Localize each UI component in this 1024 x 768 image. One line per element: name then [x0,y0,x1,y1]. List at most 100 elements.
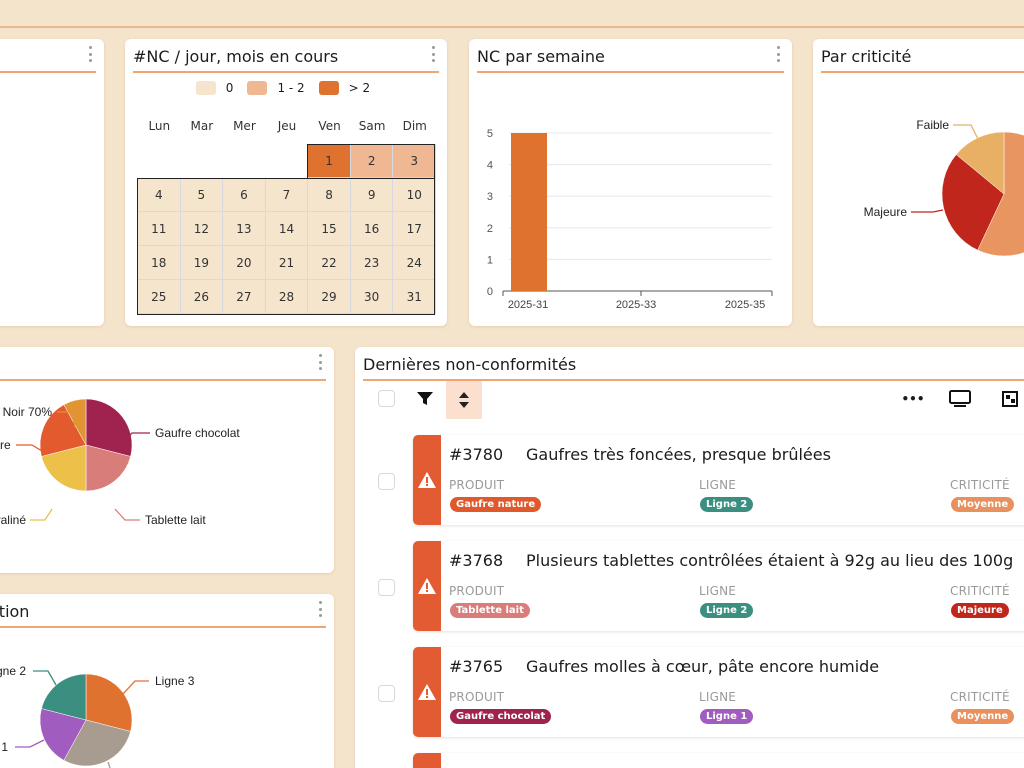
calendar-legend: 0 1 - 2 > 2 [125,81,447,95]
calendar-day[interactable]: 23 [350,246,394,280]
nc-id: #3780 [449,445,504,464]
calendar-day[interactable]: 21 [265,246,309,280]
pie-slice[interactable] [63,398,87,446]
sort-icon[interactable] [446,381,482,419]
calendar-day[interactable]: 19 [180,246,224,280]
line-tag: Ligne 2 [700,497,754,512]
filter-icon[interactable] [413,387,437,411]
nc-list-item[interactable]: #3765 Gaufres molles à cœur, pâte encore… [413,647,1024,737]
calendar-day[interactable]: 10 [393,178,436,212]
card-menu-icon[interactable] [774,46,782,62]
card-menu-icon[interactable] [316,601,324,617]
calendar-day[interactable]: 17 [393,212,436,246]
pie-slice[interactable] [41,444,87,492]
bar[interactable] [511,133,547,291]
product-chart-card: Noir 70% Gaufre chocolat re Tablette lait ra… [0,347,334,573]
calendar-day[interactable]: 24 [393,246,436,280]
pie-slice[interactable] [63,719,131,767]
pie-slice[interactable] [41,673,87,721]
nc-title: Plusieurs tablettes contrôlées étaient à… [526,551,1014,570]
calendar-day[interactable]: 5 [180,178,224,212]
card-header: NC par semaine [477,39,784,73]
calendar-day[interactable]: 12 [180,212,224,246]
nc-title: Gaufres molles à cœur, pâte encore humid… [526,657,880,676]
pie-slice[interactable] [941,154,1005,251]
line-tag: Ligne 1 [700,709,754,724]
calendar-day[interactable]: 30 [350,280,394,314]
calendar-day[interactable]: 9 [350,178,394,212]
criticity-label: CRITICITÉ [950,690,1010,704]
calendar-day[interactable]: 4 [138,178,181,212]
weekday-label: Ven [318,119,341,133]
calendar-grid: 1 2 3 4 5 6 7 8 9 10 11 12 13 14 15 16 17 18 19 20 21 22 23 24 2… [138,144,436,314]
legend-item[interactable]: 0 [195,81,234,95]
calendar-day[interactable]: 1 [308,144,351,178]
calendar-day[interactable]: 31 [393,280,436,314]
nc-list-item-partial[interactable] [413,753,1024,768]
y-tick-label: 5 [487,128,493,140]
row-checkbox[interactable] [378,473,395,490]
calendar-day[interactable]: 25 [138,280,181,314]
pie-slice[interactable] [39,708,87,761]
monitor-icon[interactable] [948,387,972,411]
line-label: LIGNE [699,478,737,492]
calendar-day[interactable]: 14 [265,212,309,246]
pie-label: 1 [1,740,8,754]
calendar-day[interactable]: 27 [223,280,266,314]
legend-item[interactable]: 1 - 2 [247,81,305,95]
calendar-day[interactable]: 15 [308,212,351,246]
legend-item[interactable]: > 2 [318,81,371,95]
calendar-day[interactable]: 20 [223,246,266,280]
calendar-day[interactable]: 6 [223,178,266,212]
pie-slice[interactable] [39,404,87,457]
more-options-icon[interactable]: ••• [901,392,925,406]
calendar-day[interactable]: 13 [223,212,266,246]
pie-slice[interactable] [85,398,133,457]
calendar-day[interactable]: 2 [350,144,394,178]
legend-label: 0 [225,81,234,95]
product-pie-chart: Noir 70% Gaufre chocolat re Tablette lait ra… [0,398,240,527]
card-menu-icon[interactable] [316,354,324,370]
pie-slice[interactable] [85,673,133,732]
card-header: s [0,39,96,73]
x-tick-label: 2025-35 [725,299,765,311]
warning-icon [418,578,436,594]
list-toolbar: ••• [355,381,1024,421]
calendar-day[interactable]: 26 [180,280,224,314]
row-checkbox[interactable] [378,685,395,702]
calendar-day[interactable]: 29 [308,280,351,314]
row-checkbox[interactable] [378,579,395,596]
card-header: #NC / jour, mois en cours [133,39,439,73]
pie-slice[interactable] [85,444,131,492]
product-label: PRODUIT [449,690,505,704]
pie-slice[interactable] [977,131,1024,257]
calendar-day[interactable]: 18 [138,246,181,280]
card-title: ction [0,602,30,621]
y-tick-label: 2 [487,223,493,235]
calendar-day[interactable]: 16 [350,212,394,246]
row-status-stripe [413,647,441,737]
nc-id: #3765 [449,657,504,676]
legend-label: > 2 [348,81,371,95]
select-all-checkbox[interactable] [378,390,395,407]
nc-list-item[interactable]: #3780 Gaufres très foncées, presque brûl… [413,435,1024,525]
weekly-chart-card: NC par semaine 0 1 2 3 4 5 2025-31 2025-33 2025-… [469,39,792,326]
fullscreen-icon[interactable] [998,387,1022,411]
weekday-label: Dim [402,119,427,133]
top-bar [0,0,1024,28]
line-chart-card: ction gne 2 Ligne 3 1 [0,594,334,768]
pie-label: Majeure [864,205,908,219]
calendar-day[interactable]: 3 [393,144,436,178]
pie-label: Tablette lait [145,513,206,527]
nc-list-item[interactable]: #3768 Plusieurs tablettes contrôlées éta… [413,541,1024,631]
calendar-day[interactable]: 7 [265,178,309,212]
calendar-day[interactable]: 28 [265,280,309,314]
card-header [0,347,326,381]
card-menu-icon[interactable] [86,46,94,62]
criticity-tag: Moyenne [951,709,1015,724]
calendar-day[interactable]: 8 [308,178,351,212]
card-menu-icon[interactable] [429,46,437,62]
calendar-day[interactable]: 11 [138,212,181,246]
calendar-day[interactable]: 22 [308,246,351,280]
card-title: Par criticité [821,47,912,66]
